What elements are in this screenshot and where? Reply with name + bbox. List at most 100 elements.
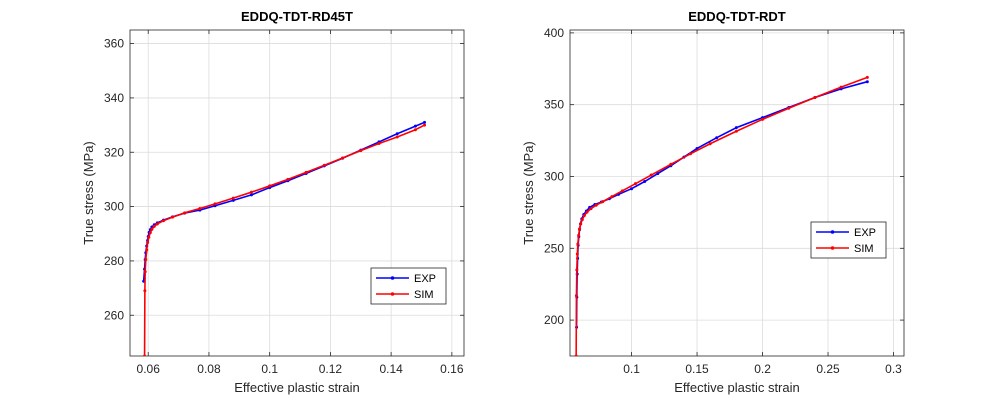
data-point [578,227,582,231]
legend-marker [830,246,835,250]
legend-box [810,221,887,259]
data-point [341,156,345,160]
y-tick-label: 320 [104,145,124,159]
y-axis-label: True stress (MPa) [81,141,96,245]
y-tick-label: 340 [104,91,124,105]
y-tick-label: 250 [544,241,564,255]
data-point [585,210,589,214]
data-point [144,258,148,262]
chart-2: 0.1 0.15 0.2 0.25 0.3 200 250 300 350 400 EDDQ-TDT… [521,9,905,395]
data-point [171,215,175,219]
data-point [633,182,637,186]
data-point [761,117,765,121]
data-point [146,240,150,244]
data-point [268,184,272,188]
data-point [198,206,202,210]
data-point [150,227,154,231]
data-point [304,170,308,174]
data-point [155,222,159,226]
x-tick-label: 0.1 [623,362,640,376]
data-point [575,268,579,272]
data-point [649,173,653,177]
x-tick-label: 0.14 [379,362,403,376]
data-point [689,152,693,156]
y-tick-label: 350 [544,98,564,112]
x-tick-label: 0.16 [440,362,464,376]
data-point [249,193,253,197]
y-axis-label: True stress (MPa) [521,141,536,245]
y-tick-label: 280 [104,254,124,268]
data-point [589,207,593,211]
data-point [575,252,579,256]
data-point [643,180,647,184]
legend-marker [390,276,395,280]
data-point [183,211,187,215]
data-point [231,196,235,200]
y-tick-label: 260 [104,308,124,322]
x-axis-label: Effective plastic strain [674,380,799,395]
data-point [669,162,673,166]
data-point [395,132,399,136]
data-point [601,200,605,204]
x-tick-label: 0.08 [197,362,221,376]
data-point [574,354,578,356]
data-point [161,219,165,223]
data-point [143,354,147,356]
data-point [865,75,869,79]
data-point [610,195,614,199]
series-sim [574,75,869,356]
data-point [359,149,363,153]
data-point [734,129,738,133]
x-tick-label: 0.2 [754,362,771,376]
chart-1: 0.06 0.08 0.1 0.12 0.14 0.16 260 280 300 320 340 36… [81,9,465,395]
legend-entry-exp: EXP [414,273,436,285]
y-tick-label: 400 [544,26,564,40]
data-point [286,177,290,181]
x-tick-label: 0.15 [685,362,709,376]
data-point [143,289,147,293]
data-point [787,106,791,110]
data-point [594,203,598,207]
data-point [630,187,634,191]
legend-marker [830,230,835,234]
data-point [148,231,152,235]
x-axis-label: Effective plastic strain [234,380,359,395]
data-point [734,126,738,130]
chart-title: EDDQ-TDT-RDT [688,9,786,24]
data-point [152,224,156,228]
y-tick-label: 300 [544,169,564,183]
data-point [322,163,326,167]
data-point [656,172,660,176]
legend-box [370,267,447,305]
legend: EXP SIM [810,221,887,259]
data-point [620,189,624,193]
legend-entry-sim: SIM [414,289,434,301]
data-point [145,248,149,252]
series-sim [143,123,427,356]
data-point [413,124,417,128]
chart-title: EDDQ-TDT-RD45T [241,9,353,24]
data-point [708,142,712,146]
x-tick-label: 0.3 [885,362,902,376]
data-point [577,233,581,237]
data-point [377,142,381,146]
plot-area [130,30,464,356]
x-tick-label: 0.06 [137,362,161,376]
y-tick-label: 200 [544,313,564,327]
data-point [249,190,253,194]
data-point [395,135,399,139]
data-point [580,218,584,222]
data-point [576,242,580,246]
data-point [423,120,427,124]
data-point [579,222,583,226]
data-point [865,80,869,84]
legend-entry-sim: SIM [854,243,874,255]
axes-box [569,29,905,357]
data-point [213,202,217,206]
data-point [231,198,235,202]
data-point [413,128,417,132]
data-point [582,214,586,218]
data-point [839,85,843,89]
legend-marker [390,292,395,296]
x-tick-label: 0.1 [261,362,278,376]
